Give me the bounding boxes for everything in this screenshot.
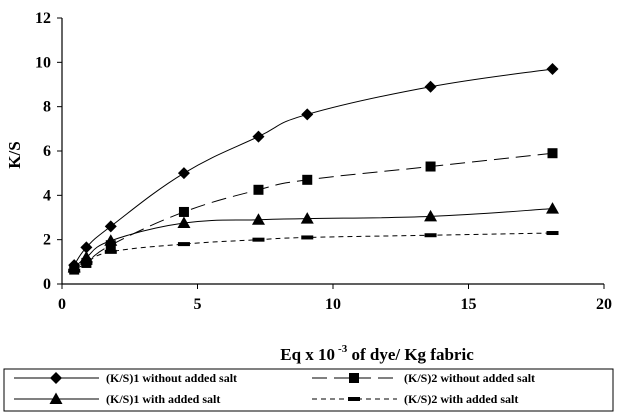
legend-entry-1: (K/S)1 without added salt	[14, 371, 237, 385]
y-tick-label: 2	[43, 232, 51, 249]
series-4	[68, 231, 559, 273]
data-point	[546, 231, 559, 236]
data-point	[177, 242, 190, 247]
series-1	[68, 62, 559, 272]
data-point	[301, 108, 314, 121]
y-tick-label: 10	[35, 54, 51, 71]
axes: 0 2 4 6 8 10 12 0 5 10 15 20	[35, 10, 612, 313]
series-line	[73, 68, 553, 266]
x-axis-title-rest: of dye/ Kg fabric	[347, 345, 474, 364]
legend-entry-2: (K/S)2 without added salt	[312, 371, 535, 385]
legend-box	[3, 368, 614, 412]
y-tick-label: 6	[43, 143, 51, 160]
data-point	[80, 260, 93, 265]
data-point	[104, 249, 117, 254]
data-point	[301, 235, 314, 240]
x-tick-label: 0	[58, 296, 66, 313]
legend-label: (K/S)1 without added salt	[106, 371, 237, 385]
legend-marker	[348, 397, 360, 401]
data-point	[424, 209, 438, 222]
data-point	[79, 250, 93, 263]
x-tick-label: 15	[461, 296, 477, 313]
data-point	[302, 174, 313, 185]
legend: (K/S)1 without added salt (K/S)2 without …	[3, 368, 614, 412]
data-point	[104, 234, 118, 246]
series-line	[73, 152, 553, 271]
x-axis-title-sup: -3	[338, 343, 348, 355]
legend-marker	[50, 372, 62, 384]
legend-label: (K/S)1 with added salt	[106, 392, 220, 406]
data-point	[424, 80, 437, 93]
data-point	[546, 202, 560, 214]
data-point	[68, 268, 81, 273]
data-point	[424, 233, 437, 238]
x-axis-title: Eq x 10 -3 of dye/ Kg fabric	[280, 343, 474, 364]
data-point	[252, 130, 265, 143]
series-layer	[67, 62, 560, 275]
data-point	[104, 220, 117, 233]
legend-marker	[49, 392, 63, 404]
data-point	[253, 184, 264, 195]
data-point	[177, 167, 190, 180]
x-tick-label: 10	[325, 296, 341, 313]
legend-entry-3: (K/S)1 with added salt	[14, 392, 220, 406]
data-point	[547, 148, 558, 159]
x-tick-label: 5	[194, 296, 202, 313]
legend-label: (K/S)2 without added salt	[404, 371, 535, 385]
data-point	[251, 213, 265, 225]
y-tick-label: 8	[43, 99, 51, 116]
data-point	[300, 212, 314, 224]
x-axis-title-main: Eq x 10	[280, 345, 335, 364]
data-point	[178, 206, 189, 217]
y-tick-label: 12	[35, 10, 51, 27]
legend-marker	[349, 373, 359, 383]
x-tick-label: 20	[596, 296, 612, 313]
data-point	[177, 216, 191, 229]
data-point	[546, 62, 559, 75]
legend-entry-4: (K/S)2 with added salt	[312, 392, 518, 406]
legend-label: (K/S)2 with added salt	[404, 392, 518, 406]
data-point	[425, 161, 436, 172]
y-tick-label: 4	[43, 187, 51, 204]
series-2	[69, 148, 558, 275]
data-point	[80, 241, 93, 254]
data-point	[252, 237, 265, 242]
series-line	[73, 208, 553, 268]
y-tick-label: 0	[43, 276, 51, 293]
series-line	[73, 232, 553, 272]
y-axis-title: K/S	[5, 141, 24, 168]
